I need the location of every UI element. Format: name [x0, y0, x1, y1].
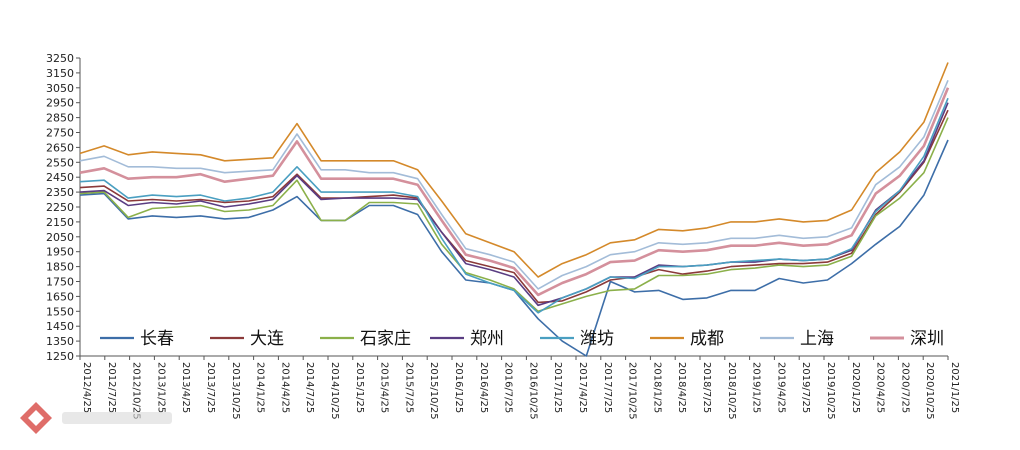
y-tick-label: 1750: [46, 276, 74, 289]
legend-label-5: 成都: [690, 329, 724, 349]
x-tick-label: 2017/1/25: [552, 362, 563, 413]
x-tick-label: 2020/1/25: [850, 362, 861, 413]
x-tick-label: 2013/1/25: [155, 362, 166, 413]
x-tick-label: 2013/4/25: [180, 362, 191, 413]
series-line-3: [79, 102, 949, 307]
series-line-4: [79, 97, 949, 314]
x-tick-label: 2014/4/25: [279, 362, 290, 413]
y-tick-label: 1450: [46, 320, 74, 333]
x-tick-label: 2017/4/25: [577, 362, 588, 413]
x-tick-label: 2019/4/25: [775, 362, 786, 413]
x-tick-label: 2014/10/25: [329, 362, 340, 420]
legend-label-0: 长春: [140, 329, 174, 349]
series-line-6: [79, 79, 949, 290]
y-tick-label: 2950: [46, 97, 74, 110]
x-tick-label: 2018/10/25: [726, 362, 737, 420]
series-line-0: [79, 139, 949, 357]
x-tick-label: 2020/7/25: [899, 362, 910, 413]
watermark-logo-icon: [20, 402, 172, 434]
y-tick-label: 2350: [46, 186, 74, 199]
legend-label-7: 深圳: [910, 329, 944, 349]
y-tick-label: 1950: [46, 246, 74, 259]
legend-label-2: 石家庄: [360, 329, 411, 349]
x-tick-label: 2018/4/25: [676, 362, 687, 413]
x-tick-label: 2015/4/25: [379, 362, 390, 413]
y-tick-label: 3250: [46, 52, 74, 65]
series-lines: [79, 62, 950, 357]
x-tick-label: 2017/10/25: [627, 362, 638, 420]
x-tick-label: 2016/1/25: [453, 362, 464, 413]
y-tick-label: 1850: [46, 261, 74, 274]
y-tick-label: 1250: [46, 350, 74, 363]
series-line-1: [79, 109, 949, 304]
x-tick-label: 2016/7/25: [503, 362, 514, 413]
x-tick-label: 2015/1/25: [354, 362, 365, 413]
x-tick-label: 2012/4/25: [81, 362, 92, 413]
series-line-2: [79, 117, 949, 313]
legend-label-4: 潍坊: [580, 329, 614, 349]
legend-label-3: 郑州: [470, 329, 504, 349]
x-tick-label: 2020/10/25: [924, 362, 935, 420]
x-tick-label: 2015/10/25: [428, 362, 439, 420]
x-tick-label: 2014/1/25: [255, 362, 266, 413]
x-tick-label: 2013/7/25: [205, 362, 216, 413]
x-axis: 2012/4/25 2012/7/25 2012/10/25 2013/1/25 201…: [79, 355, 960, 420]
x-tick-label: 2020/4/25: [875, 362, 886, 413]
y-tick-label: 2150: [46, 216, 74, 229]
x-tick-label: 2016/10/25: [527, 362, 538, 420]
y-tick-label: 1550: [46, 305, 74, 318]
x-tick-label: 2019/7/25: [800, 362, 811, 413]
x-tick-label: 2019/10/25: [825, 362, 836, 420]
legend: 长春 大连 石家庄 郑州 潍坊 成都 上海 深圳: [100, 329, 944, 349]
y-tick-label: 2850: [46, 112, 74, 125]
x-tick-label: 2014/7/25: [304, 362, 315, 413]
x-tick-label: 2012/7/25: [106, 362, 117, 413]
y-tick-label: 2750: [46, 127, 74, 140]
y-tick-label: 2050: [46, 231, 74, 244]
legend-label-1: 大连: [250, 329, 284, 349]
x-tick-label: 2015/7/25: [403, 362, 414, 413]
y-tick-label: 2550: [46, 156, 74, 169]
x-tick-label: 2018/1/25: [651, 362, 662, 413]
x-tick-label: 2013/10/25: [230, 362, 241, 420]
series-line-5: [79, 62, 949, 278]
y-tick-label: 1350: [46, 335, 74, 348]
x-tick-label: 2012/10/25: [131, 362, 142, 420]
x-tick-label: 2018/7/25: [701, 362, 712, 413]
y-tick-label: 2450: [46, 171, 74, 184]
y-tick-label: 3050: [46, 82, 74, 95]
x-tick-label: 2016/4/25: [478, 362, 489, 413]
x-tick-label: 2019/1/25: [751, 362, 762, 413]
y-tick-label: 2650: [46, 141, 74, 154]
x-tick-label: 2017/7/25: [602, 362, 613, 413]
legend-label-6: 上海: [800, 329, 834, 349]
y-tick-label: 2250: [46, 201, 74, 214]
series-line-7: [79, 87, 950, 297]
y-tick-label: 3150: [46, 67, 74, 80]
y-tick-label: 1650: [46, 290, 74, 303]
x-tick-label: 2021/1/25: [949, 362, 960, 413]
